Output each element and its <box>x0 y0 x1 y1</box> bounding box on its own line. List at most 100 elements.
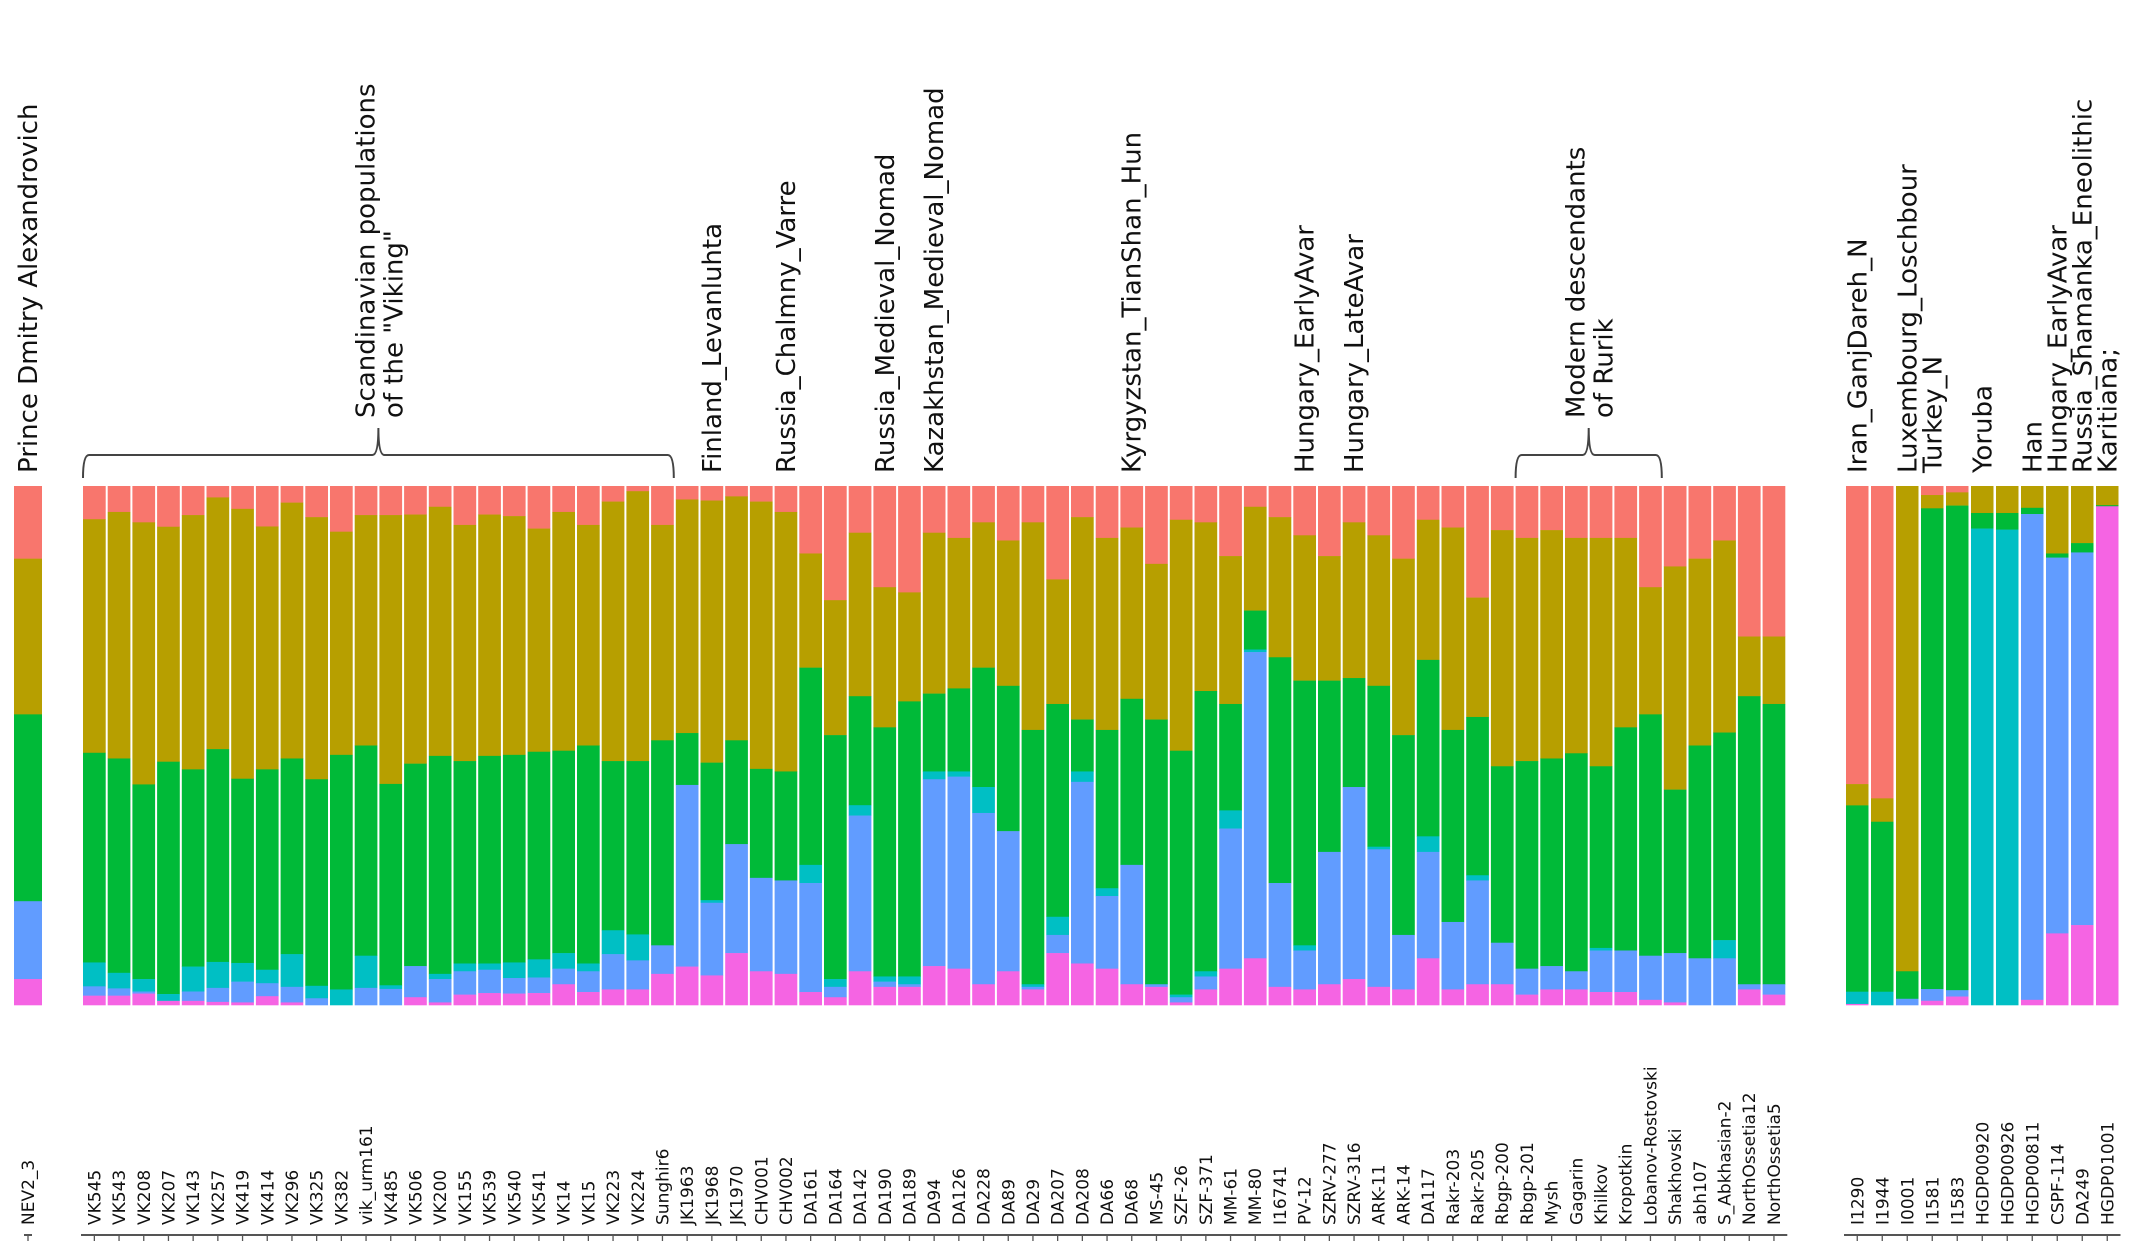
group-label: Karitiana; <box>2093 348 2123 473</box>
segment-NorthOssetia12-K2 <box>1737 636 1761 697</box>
segment-Shakhovski-K3 <box>1663 789 1687 954</box>
segment-HGDP00926-K4 <box>1996 529 2019 1006</box>
segment-Khilkov-K5 <box>1589 950 1613 993</box>
sample-label: VK296 <box>283 1170 303 1225</box>
segment-VK543-K2 <box>107 511 131 759</box>
segment-DA68-K1 <box>1120 486 1144 528</box>
segment-VK224-K5 <box>626 960 650 990</box>
bar-Rbgp-200 <box>1490 486 1514 1006</box>
top-labels-layer: Prince Dmitry Alexandrovich Finland_Levan… <box>14 87 2123 474</box>
segment-DA117-K5 <box>1416 851 1440 959</box>
segment-Rakr-203-K5 <box>1441 921 1465 990</box>
sample-label: NorthOssetia12 <box>1740 1092 1760 1225</box>
segment-I0001-K2 <box>1896 486 1919 972</box>
segment-ARK-11-K1 <box>1367 486 1391 536</box>
sample-label: ARK-14 <box>1394 1164 1414 1225</box>
bar-abh107 <box>1688 486 1712 1006</box>
segment-HGDP00811-K6 <box>2021 999 2044 1006</box>
segment-VK143-K4 <box>181 966 205 992</box>
sample-label: S_Abkhasian-2 <box>1716 1101 1736 1225</box>
segment-DA164-K4 <box>824 979 847 988</box>
sample-label: VK382 <box>332 1170 352 1225</box>
sample-label: MS-45 <box>1147 1172 1167 1225</box>
sample-label: VK541 <box>530 1170 550 1225</box>
segment-VK325-K2 <box>305 517 328 780</box>
segment-DA249-K3 <box>2071 543 2094 553</box>
bar-DA94 <box>922 486 946 1006</box>
segment-I0001-K3 <box>1896 971 1919 1000</box>
segment-DA126-K2 <box>947 537 971 689</box>
segment-DA142-K1 <box>848 486 872 534</box>
bar-DA164 <box>824 486 847 1006</box>
sample-label: NEV2_3 <box>19 1160 39 1225</box>
segment-Khilkov-K4 <box>1589 947 1613 951</box>
segment-DA89-K3 <box>996 685 1020 832</box>
segment-NorthOssetia5-K1 <box>1762 486 1786 637</box>
segment-SZRV-316-K6 <box>1342 979 1366 1006</box>
segment-DA89-K6 <box>996 971 1020 1006</box>
bar-Sunghir6 <box>651 486 674 1006</box>
segment-SZRV-277-K3 <box>1318 680 1341 853</box>
segment-DA190-K5 <box>873 981 897 988</box>
segment-DA189-K4 <box>898 976 921 985</box>
segment-CHV001-K2 <box>749 501 773 770</box>
segment-Sunghir6-K6 <box>651 973 674 1006</box>
segment-ARK-14-K6 <box>1392 989 1415 1006</box>
segment-DA66-K3 <box>1095 729 1119 889</box>
segment-CHV002-K6 <box>774 973 798 1006</box>
segment-Gagarin-K1 <box>1565 486 1588 539</box>
bar-DA189 <box>898 486 921 1006</box>
sample-label: DA207 <box>1049 1168 1069 1225</box>
segment-Rakr-205-K3 <box>1466 716 1489 876</box>
segment-VK207-K4 <box>157 994 180 1002</box>
segment-SZF-371-K3 <box>1194 691 1218 972</box>
bar-DA117 <box>1416 486 1440 1006</box>
segment-Gagarin-K6 <box>1565 989 1588 1006</box>
segment-DA228-K2 <box>972 522 995 668</box>
segment-VK296-K1 <box>280 486 304 503</box>
segment-MS-45-K1 <box>1145 486 1168 565</box>
segment-VK543-K1 <box>107 486 131 513</box>
bar-VK155 <box>453 486 477 1006</box>
bar-Shakhovski <box>1663 486 1687 1006</box>
segment-VK325-K3 <box>305 779 328 987</box>
segment-DA207-K4 <box>1046 916 1069 936</box>
segment-VK382-K4 <box>330 989 353 1006</box>
segment-VK540-K2 <box>502 516 526 756</box>
segment-vik_urm161-K4 <box>354 955 378 989</box>
segment-DA208-K3 <box>1071 719 1094 772</box>
segment-vik_urm161-K2 <box>354 515 378 746</box>
segment-I1944-K4 <box>1871 991 1894 1006</box>
bar-MM-61 <box>1219 486 1242 1006</box>
segment-DA228-K1 <box>972 486 995 523</box>
sample-label: DA228 <box>975 1168 995 1225</box>
segment-VK257-K4 <box>206 961 230 989</box>
segment-JK1968-K4 <box>700 900 724 904</box>
segment-VK14-K4 <box>552 953 575 969</box>
segment-abh107-K3 <box>1688 745 1712 959</box>
segment-VK296-K3 <box>280 758 304 955</box>
segment-JK1963-K3 <box>675 733 699 786</box>
segment-VK208-K6 <box>132 993 156 1006</box>
segment-VK543-K6 <box>107 995 131 1006</box>
bar-VK200 <box>428 486 452 1006</box>
bar-VK543 <box>107 486 131 1006</box>
segment-CHV001-K5 <box>749 877 773 972</box>
segment-VK208-K1 <box>132 486 156 523</box>
segment-I1581-K1 <box>1921 486 1944 496</box>
sample-label: VK543 <box>110 1170 130 1225</box>
sample-label: VK257 <box>209 1170 229 1225</box>
segment-VK419-K6 <box>231 1002 254 1006</box>
segment-HGDP01001-K3 <box>2096 505 2119 507</box>
segment-DA207-K6 <box>1046 953 1069 1006</box>
bar-Gagarin <box>1565 486 1588 1006</box>
segment-DA189-K6 <box>898 986 921 1006</box>
segment-DA142-K5 <box>848 815 872 972</box>
panel-reference-populations <box>1846 486 2119 1006</box>
segment-HGDP00926-K2 <box>1996 486 2019 514</box>
segment-Lobanov-Rostovski-K3 <box>1639 714 1662 956</box>
group-label: Iran_GanjDareh_N <box>1843 238 1873 473</box>
bar-VK414 <box>255 486 279 1006</box>
segment-CHV002-K3 <box>774 771 798 881</box>
segment-VK208-K4 <box>132 979 156 992</box>
